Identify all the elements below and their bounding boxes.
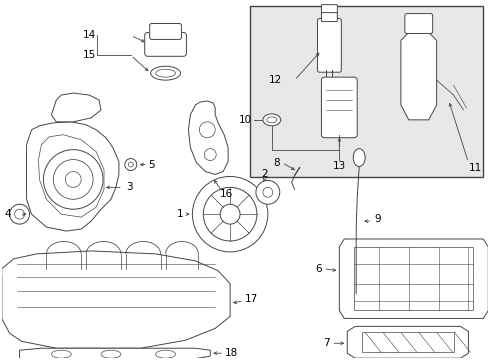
Ellipse shape: [156, 350, 175, 358]
Polygon shape: [39, 135, 104, 217]
Text: 8: 8: [273, 158, 280, 167]
Ellipse shape: [150, 66, 180, 80]
Circle shape: [53, 159, 93, 199]
Circle shape: [125, 158, 137, 171]
Polygon shape: [362, 332, 454, 352]
Circle shape: [263, 187, 273, 197]
Polygon shape: [0, 277, 2, 319]
FancyBboxPatch shape: [318, 19, 342, 72]
Text: 16: 16: [220, 189, 233, 199]
Polygon shape: [2, 251, 230, 348]
Ellipse shape: [156, 69, 175, 77]
Text: 11: 11: [469, 162, 482, 172]
Text: 14: 14: [83, 31, 97, 40]
Polygon shape: [20, 348, 210, 360]
Circle shape: [220, 204, 240, 224]
Text: 5: 5: [148, 159, 155, 170]
Circle shape: [65, 171, 81, 187]
Text: 4: 4: [5, 209, 11, 219]
FancyBboxPatch shape: [149, 23, 181, 39]
Ellipse shape: [263, 114, 281, 126]
Text: 3: 3: [126, 183, 132, 192]
Circle shape: [10, 204, 29, 224]
Ellipse shape: [51, 350, 71, 358]
Circle shape: [193, 176, 268, 252]
Circle shape: [128, 162, 133, 167]
Polygon shape: [401, 31, 437, 120]
Polygon shape: [354, 247, 473, 310]
Polygon shape: [340, 239, 488, 319]
Circle shape: [203, 187, 257, 241]
Text: 18: 18: [225, 348, 239, 358]
Circle shape: [199, 122, 215, 138]
Text: 15: 15: [83, 50, 97, 60]
Ellipse shape: [267, 117, 277, 123]
Text: 1: 1: [177, 209, 183, 219]
Text: 6: 6: [315, 264, 321, 274]
Circle shape: [15, 209, 24, 219]
Circle shape: [256, 180, 280, 204]
Text: 10: 10: [239, 115, 252, 125]
FancyBboxPatch shape: [405, 14, 433, 33]
Polygon shape: [188, 101, 228, 175]
FancyBboxPatch shape: [321, 5, 337, 14]
Polygon shape: [347, 327, 468, 358]
FancyBboxPatch shape: [321, 13, 337, 22]
Circle shape: [204, 149, 216, 161]
Ellipse shape: [353, 149, 365, 167]
Text: 13: 13: [333, 161, 346, 171]
Text: 2: 2: [262, 170, 268, 180]
Bar: [250, 6, 483, 177]
Text: 12: 12: [269, 75, 282, 85]
Text: 9: 9: [374, 214, 381, 224]
FancyBboxPatch shape: [321, 77, 357, 138]
Polygon shape: [51, 93, 101, 122]
Ellipse shape: [101, 350, 121, 358]
Circle shape: [44, 150, 103, 209]
Text: 7: 7: [323, 338, 329, 348]
Polygon shape: [26, 122, 119, 231]
Text: 17: 17: [245, 293, 258, 303]
FancyBboxPatch shape: [145, 32, 186, 56]
